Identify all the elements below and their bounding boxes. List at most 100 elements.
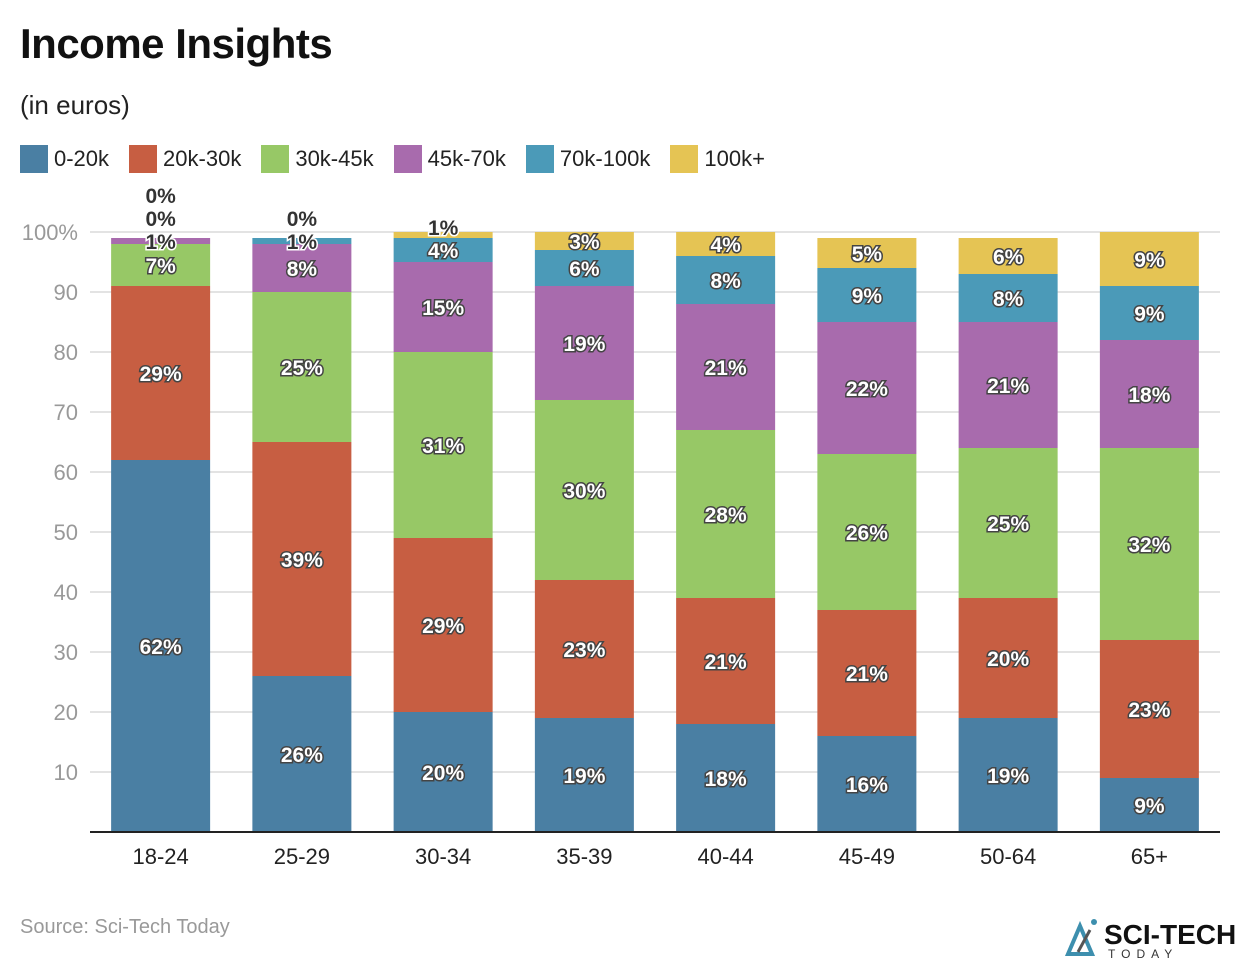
legend: 0-20k 20k-30k 30k-45k 45k-70k 70k-100k 100k+ bbox=[20, 145, 785, 173]
bar-segment bbox=[958, 238, 1058, 274]
bar-segment bbox=[111, 460, 211, 832]
data-label: 16% bbox=[846, 774, 888, 797]
bar-segment bbox=[676, 598, 776, 724]
data-label: 30% bbox=[563, 480, 605, 503]
legend-swatch bbox=[393, 145, 422, 173]
data-label: 39% bbox=[281, 549, 323, 572]
x-tick-label: 35-39 bbox=[556, 844, 612, 869]
legend-swatch bbox=[261, 145, 290, 173]
bar-segment bbox=[817, 454, 917, 610]
data-label: 4% bbox=[428, 240, 459, 263]
bar-segment bbox=[817, 322, 917, 454]
bar-segment bbox=[817, 238, 917, 268]
data-label: 21% bbox=[705, 651, 747, 674]
bar-segment bbox=[676, 256, 776, 304]
bar-segment bbox=[1099, 778, 1199, 832]
y-tick-label: 40 bbox=[54, 580, 78, 605]
x-tick-label: 45-49 bbox=[839, 844, 895, 869]
y-tick-label: 50 bbox=[54, 520, 78, 545]
y-tick-label: 100% bbox=[22, 220, 78, 245]
x-tick-label: 50-64 bbox=[980, 844, 1036, 869]
data-label: 32% bbox=[1128, 534, 1170, 557]
chart-subtitle: (in euros) bbox=[20, 90, 130, 120]
y-tick-label: 10 bbox=[54, 760, 78, 785]
x-tick-label: 18-24 bbox=[132, 844, 188, 869]
data-label: 21% bbox=[705, 357, 747, 380]
data-label: 6% bbox=[569, 258, 600, 281]
bar-segment bbox=[393, 262, 493, 352]
bar-segment bbox=[676, 304, 776, 430]
y-tick-label: 70 bbox=[54, 400, 78, 425]
bar-segment bbox=[1099, 232, 1199, 286]
data-label: 23% bbox=[563, 639, 605, 662]
legend-label: 70k-100k bbox=[559, 146, 651, 171]
data-label: 19% bbox=[987, 765, 1029, 788]
bar-segment bbox=[111, 244, 211, 286]
bar-segment bbox=[393, 712, 493, 832]
bar-segment bbox=[676, 430, 776, 598]
legend-label: 20k-30k bbox=[163, 146, 242, 171]
data-label: 9% bbox=[1134, 303, 1165, 326]
data-label: 0% bbox=[287, 208, 318, 231]
data-label: 29% bbox=[140, 363, 182, 386]
sci-tech-today-logo: SCI-TECH TODAY bbox=[1064, 919, 1236, 961]
bar-segment bbox=[252, 238, 352, 244]
data-label: 21% bbox=[987, 375, 1029, 398]
logo-tagline: TODAY bbox=[1108, 947, 1178, 961]
bar-segment bbox=[393, 352, 493, 538]
data-label: 0% bbox=[145, 208, 176, 231]
legend-swatch bbox=[129, 145, 158, 173]
x-tick-label: 25-29 bbox=[274, 844, 330, 869]
legend-swatch bbox=[670, 145, 699, 173]
data-label: 22% bbox=[846, 378, 888, 401]
data-label: 6% bbox=[993, 246, 1024, 269]
logo-text: SCI-TECH bbox=[1104, 919, 1236, 950]
legend-label: 45k-70k bbox=[427, 146, 506, 171]
data-label: 18% bbox=[705, 768, 747, 791]
bar-segment bbox=[534, 400, 634, 580]
bar-segment bbox=[534, 718, 634, 832]
legend-item: 30k-45k bbox=[261, 145, 374, 173]
bar-segment bbox=[252, 676, 352, 832]
legend-swatch bbox=[525, 145, 554, 173]
data-label: 1% bbox=[428, 217, 459, 240]
data-label: 8% bbox=[287, 258, 318, 281]
y-tick-label: 90 bbox=[54, 280, 78, 305]
bar-segment bbox=[252, 292, 352, 442]
bar-segment bbox=[1099, 448, 1199, 640]
bar-segment bbox=[958, 448, 1058, 598]
y-tick-label: 30 bbox=[54, 640, 78, 665]
data-label: 18% bbox=[1128, 384, 1170, 407]
bar-segment bbox=[111, 238, 211, 244]
data-label: 23% bbox=[1128, 699, 1170, 722]
bar-segment bbox=[534, 232, 634, 250]
data-label: 26% bbox=[846, 522, 888, 545]
data-label: 19% bbox=[563, 765, 605, 788]
x-tick-label: 65+ bbox=[1131, 844, 1168, 869]
bar-segment bbox=[676, 232, 776, 256]
legend-item: 45k-70k bbox=[393, 145, 506, 173]
bar-segment bbox=[393, 538, 493, 712]
data-label: 25% bbox=[987, 513, 1029, 536]
data-label: 8% bbox=[993, 288, 1024, 311]
bar-segment bbox=[252, 442, 352, 676]
bar-segment bbox=[958, 274, 1058, 322]
y-tick-label: 20 bbox=[54, 700, 78, 725]
source-note: Source: Sci-Tech Today bbox=[20, 916, 230, 938]
data-label: 20% bbox=[987, 648, 1029, 671]
data-label: 7% bbox=[145, 255, 176, 278]
bar-segment bbox=[817, 268, 917, 322]
bar-segment bbox=[111, 286, 211, 460]
data-label: 20% bbox=[422, 762, 464, 785]
data-label: 3% bbox=[569, 231, 600, 254]
bar-segment bbox=[958, 718, 1058, 832]
bar-segment bbox=[252, 244, 352, 292]
data-label: 28% bbox=[705, 504, 747, 527]
data-label: 5% bbox=[852, 243, 883, 266]
data-label: 8% bbox=[710, 270, 741, 293]
legend-label: 0-20k bbox=[54, 146, 110, 171]
data-label: 0% bbox=[145, 185, 176, 208]
bar-segment bbox=[393, 232, 493, 238]
data-label: 9% bbox=[1134, 249, 1165, 272]
